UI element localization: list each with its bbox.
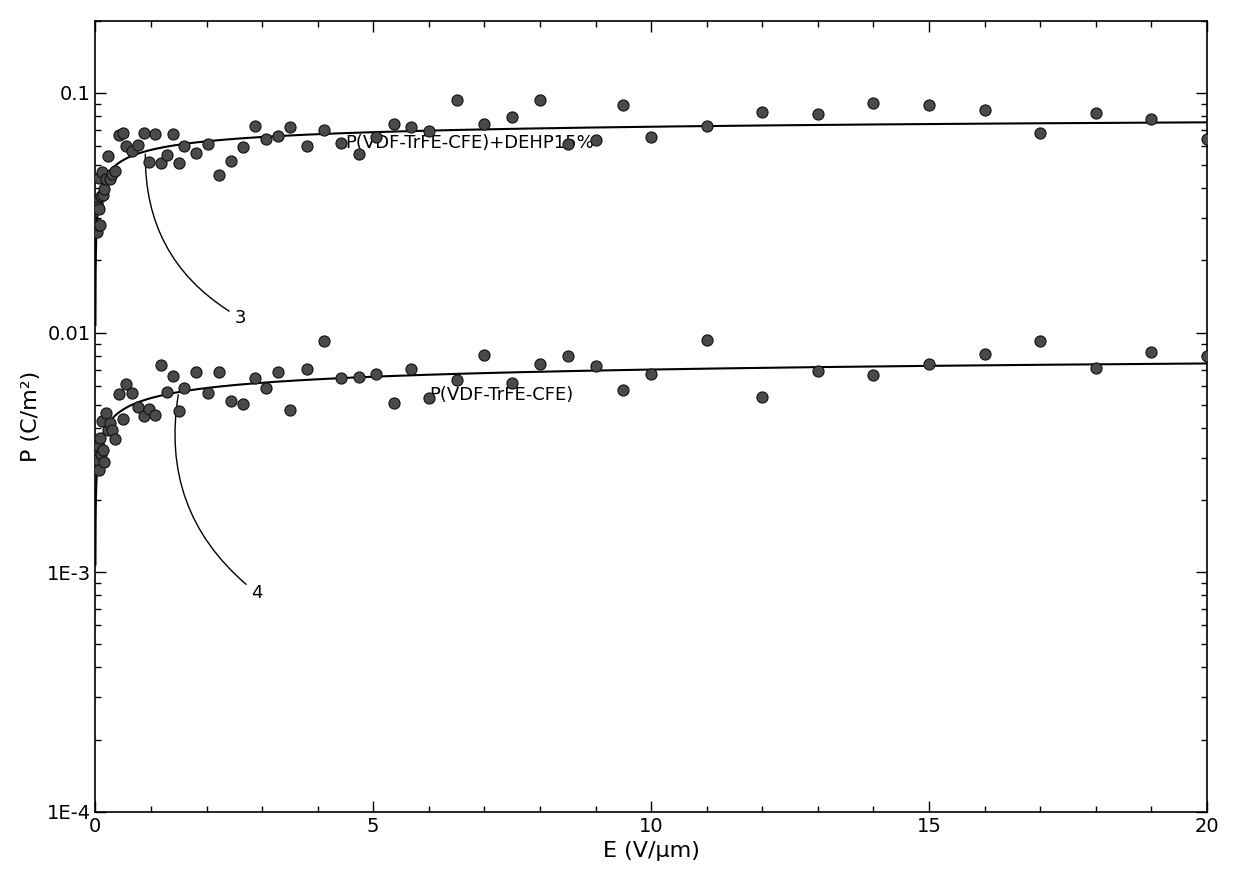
Y-axis label: P (C/m²): P (C/m²) — [21, 370, 41, 462]
X-axis label: E (V/μm): E (V/μm) — [603, 841, 699, 861]
Text: 3: 3 — [145, 154, 246, 326]
Text: P(VDF-TrFE-CFE): P(VDF-TrFE-CFE) — [429, 385, 573, 404]
Text: 4: 4 — [175, 395, 263, 602]
Text: P(VDF-TrFE-CFE)+DEHP15%: P(VDF-TrFE-CFE)+DEHP15% — [346, 134, 594, 152]
